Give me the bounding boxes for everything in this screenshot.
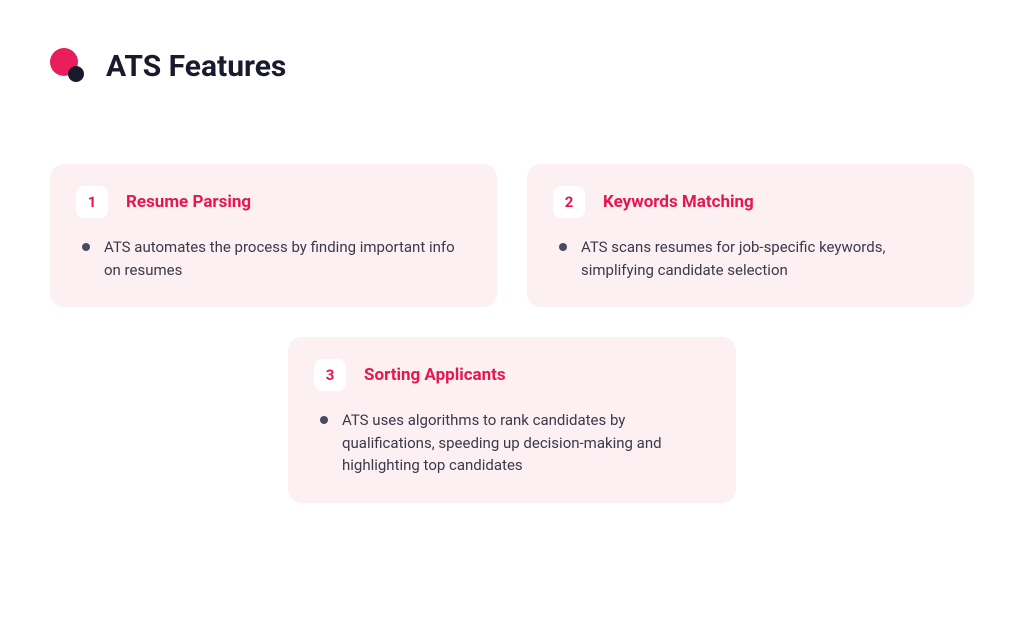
card-header: 3 Sorting Applicants bbox=[314, 359, 710, 391]
card-body: ATS automates the process by finding imp… bbox=[76, 236, 471, 281]
card-description: ATS scans resumes for job-specific keywo… bbox=[581, 236, 948, 281]
card-body: ATS scans resumes for job-specific keywo… bbox=[553, 236, 948, 281]
card-header: 2 Keywords Matching bbox=[553, 186, 948, 218]
card-body: ATS uses algorithms to rank candidates b… bbox=[314, 409, 710, 477]
card-description: ATS automates the process by finding imp… bbox=[104, 236, 471, 281]
feature-card-2: 2 Keywords Matching ATS scans resumes fo… bbox=[527, 164, 974, 307]
number-badge: 1 bbox=[76, 186, 108, 218]
feature-card-1: 1 Resume Parsing ATS automates the proce… bbox=[50, 164, 497, 307]
bullet-icon bbox=[82, 243, 90, 251]
card-title: Sorting Applicants bbox=[364, 365, 506, 385]
number-badge: 2 bbox=[553, 186, 585, 218]
cards-row-1: 1 Resume Parsing ATS automates the proce… bbox=[50, 164, 974, 307]
cards-row-2: 3 Sorting Applicants ATS uses algorithms… bbox=[50, 337, 974, 503]
page-title: ATS Features bbox=[106, 49, 286, 84]
card-description: ATS uses algorithms to rank candidates b… bbox=[342, 409, 710, 477]
number-badge: 3 bbox=[314, 359, 346, 391]
logo-circle-dark bbox=[68, 66, 84, 82]
bullet-icon bbox=[320, 416, 328, 424]
bullet-icon bbox=[559, 243, 567, 251]
feature-card-3: 3 Sorting Applicants ATS uses algorithms… bbox=[288, 337, 736, 503]
header: ATS Features bbox=[50, 48, 974, 84]
card-title: Resume Parsing bbox=[126, 192, 251, 212]
logo-icon bbox=[50, 48, 86, 84]
card-title: Keywords Matching bbox=[603, 192, 754, 212]
card-header: 1 Resume Parsing bbox=[76, 186, 471, 218]
